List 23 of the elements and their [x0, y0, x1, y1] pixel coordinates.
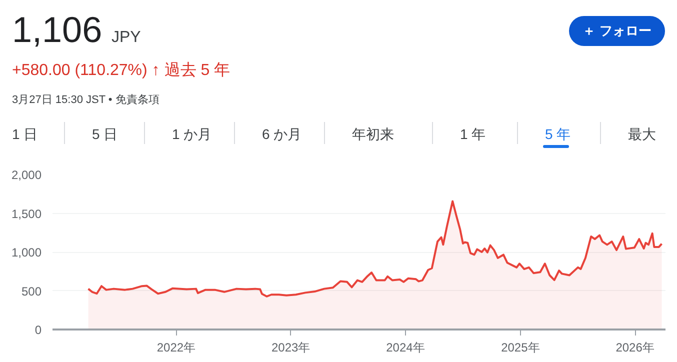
y-tick-label: 0 — [34, 323, 42, 337]
text: 1 日 — [12, 125, 38, 144]
text: JPY — [111, 29, 141, 46]
y-tick-label: 1,500 — [11, 206, 42, 221]
text: 最大 — [628, 125, 656, 144]
text: 1 年 — [460, 125, 486, 144]
text: 5 年 — [545, 125, 571, 144]
text: 5 日 — [92, 125, 118, 144]
y-tick-label: 500 — [21, 284, 42, 298]
chart-subtitle: +580.00 (110.27%) ↑ 過去 5 年 — [12, 60, 230, 81]
x-tick-label: 2024年 — [386, 340, 425, 354]
x-tick-label: 2025年 — [501, 340, 540, 354]
text: ＋ フォロー — [569, 16, 665, 46]
y-tick-label: 1,000 — [11, 246, 42, 260]
x-tick-label: 2023年 — [272, 340, 310, 354]
x-tick-label: 2022年 — [156, 340, 196, 354]
text: 1 か月 — [172, 125, 212, 144]
text: 3月27日 15:30 JST • 免責条項 — [12, 93, 160, 108]
x-tick-label: 2026年 — [616, 340, 654, 354]
text: 年初来 — [352, 125, 394, 144]
text: 6 か月 — [262, 125, 302, 144]
y-tick-label: 2,000 — [11, 168, 42, 182]
chart-title: 1,106 — [12, 9, 102, 50]
